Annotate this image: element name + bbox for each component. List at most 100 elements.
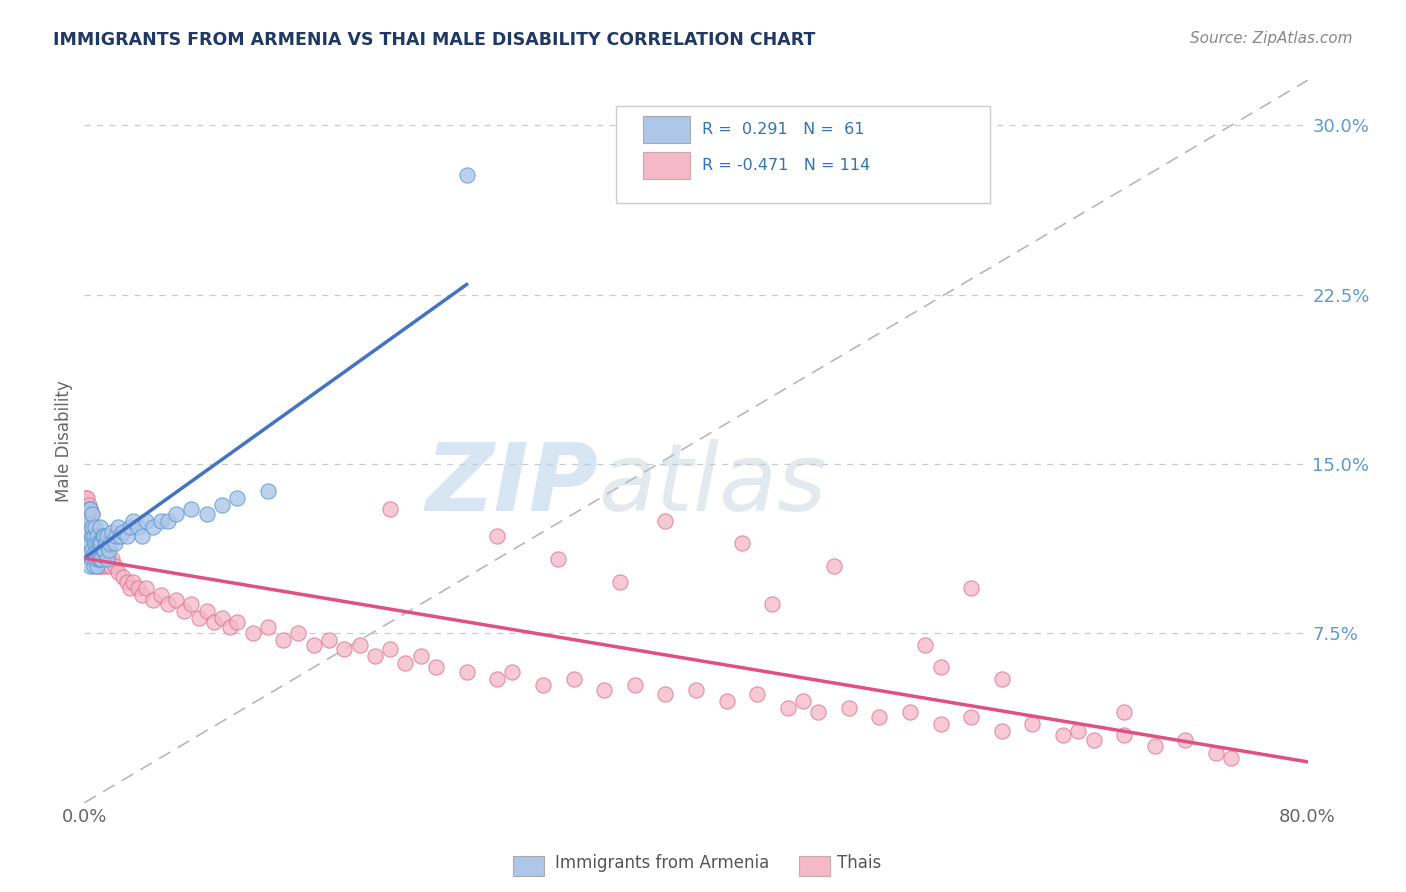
Point — [898, 706, 921, 720]
Text: ZIP: ZIP — [425, 439, 598, 531]
Point — [716, 694, 738, 708]
Point — [131, 588, 153, 602]
Point — [76, 536, 98, 550]
Point — [226, 615, 249, 630]
Text: R =  0.291   N =  61: R = 0.291 N = 61 — [702, 122, 865, 136]
FancyBboxPatch shape — [616, 105, 990, 203]
Point — [80, 542, 103, 557]
Point — [960, 582, 983, 596]
Point — [98, 558, 121, 573]
Point — [91, 558, 114, 573]
Point — [89, 520, 111, 534]
Point — [257, 620, 280, 634]
Point — [79, 502, 101, 516]
Point — [86, 558, 108, 573]
Point — [1114, 706, 1136, 720]
Point — [87, 542, 110, 557]
Point — [165, 592, 187, 607]
Point — [731, 536, 754, 550]
Point — [76, 514, 98, 528]
Point — [747, 687, 769, 701]
Point — [115, 529, 138, 543]
Point — [531, 678, 554, 692]
Point — [1220, 750, 1243, 764]
Point — [83, 548, 105, 562]
Point — [409, 648, 432, 663]
Point — [188, 610, 211, 624]
Point — [502, 665, 524, 679]
Point — [1083, 732, 1105, 747]
Point — [80, 529, 103, 543]
Point — [1021, 716, 1043, 731]
Point — [318, 633, 340, 648]
Point — [83, 548, 105, 562]
Point — [83, 529, 105, 543]
Point — [79, 558, 101, 573]
Point — [486, 672, 509, 686]
Point — [1174, 732, 1197, 747]
Point — [218, 620, 240, 634]
Point — [77, 507, 100, 521]
Point — [157, 597, 180, 611]
Point — [101, 524, 124, 539]
Point — [914, 638, 936, 652]
Y-axis label: Male Disability: Male Disability — [55, 381, 73, 502]
Point — [93, 529, 115, 543]
Text: atlas: atlas — [598, 440, 827, 531]
Point — [93, 552, 115, 566]
Point — [1067, 723, 1090, 738]
Point — [593, 682, 616, 697]
Point — [654, 514, 676, 528]
Point — [486, 529, 509, 543]
Point — [364, 648, 387, 663]
Point — [75, 502, 97, 516]
Point — [776, 701, 799, 715]
Point — [80, 520, 103, 534]
Point — [91, 548, 114, 562]
Point — [79, 536, 101, 550]
Point — [157, 514, 180, 528]
Point — [122, 514, 145, 528]
Point — [84, 520, 107, 534]
Point — [380, 502, 402, 516]
Point — [96, 552, 118, 566]
Point — [86, 536, 108, 550]
Point — [86, 542, 108, 557]
Point — [202, 615, 225, 630]
Point — [333, 642, 356, 657]
Point — [211, 498, 233, 512]
Point — [242, 626, 264, 640]
Point — [929, 660, 952, 674]
Text: Immigrants from Armenia: Immigrants from Armenia — [555, 855, 769, 872]
Point — [86, 552, 108, 566]
Point — [1205, 746, 1227, 760]
Point — [80, 507, 103, 521]
Point — [149, 514, 172, 528]
Point — [1052, 728, 1074, 742]
Point — [456, 168, 478, 182]
Point — [84, 536, 107, 550]
Point — [562, 672, 585, 686]
Point — [127, 520, 149, 534]
Point — [107, 566, 129, 580]
Point — [87, 552, 110, 566]
Point — [456, 665, 478, 679]
Point — [792, 694, 814, 708]
Point — [80, 507, 103, 521]
Point — [90, 536, 112, 550]
Point — [302, 638, 325, 652]
Point — [1143, 739, 1166, 754]
Point — [165, 507, 187, 521]
Point — [257, 484, 280, 499]
Point — [83, 558, 105, 573]
Point — [91, 542, 114, 557]
Point — [89, 536, 111, 550]
Point — [84, 552, 107, 566]
Point — [111, 524, 134, 539]
Point — [142, 520, 165, 534]
Text: Thais: Thais — [837, 855, 880, 872]
Point — [111, 570, 134, 584]
Point — [87, 558, 110, 573]
Point — [76, 502, 98, 516]
Point — [823, 558, 845, 573]
